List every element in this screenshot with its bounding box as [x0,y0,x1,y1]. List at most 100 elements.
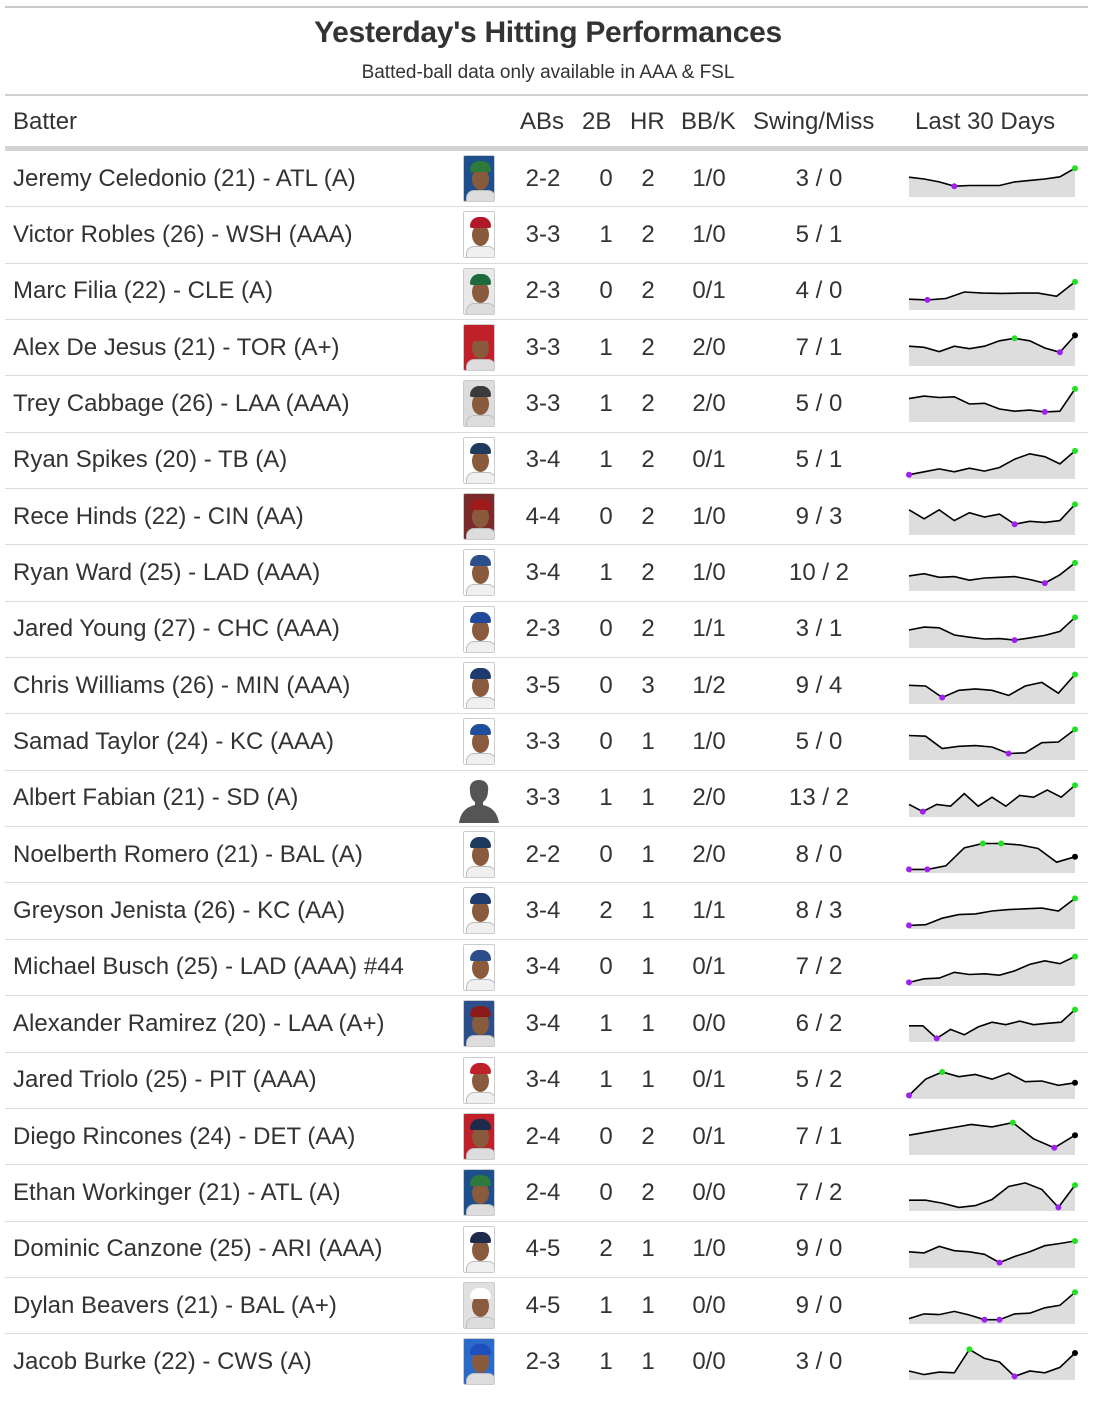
batter-name: Dominic Canzone (25) - ARI (AAA) [13,1235,383,1263]
last-30-days-sparkline [905,213,1080,257]
header-2b: 2B [582,108,612,135]
sparkline-min-point [906,1091,912,1098]
doubles-value: 0 [599,1122,613,1150]
abs-value: 2-2 [525,164,561,192]
table-row: Michael Busch (25) - LAD (AAA) #44 3-4 0 1 0… [5,940,1088,997]
abs-value: 3-4 [525,1009,561,1037]
last-30-days-sparkline [908,386,1078,423]
abs-value: 2-4 [525,1178,561,1206]
doubles-value: 0 [599,502,613,530]
sparkline-last-point [1072,332,1078,339]
last-30-days-sparkline [908,560,1078,592]
player-headshot [463,718,495,766]
abs-value: 2-4 [525,1122,561,1150]
abs-value: 3-3 [525,221,561,249]
sparkline-max-point [1072,1289,1078,1296]
abs-value: 4-5 [525,1291,561,1319]
hr-value: 2 [641,390,655,418]
sparkline-line [909,842,1076,871]
batter-name: Alexander Ramirez (20) - LAA (A+) [13,1009,385,1037]
player-headshot [463,549,495,597]
batter-name: Samad Taylor (24) - KC (AAA) [13,728,334,756]
hr-value: 1 [641,1291,655,1319]
doubles-value: 0 [599,615,613,643]
sparkline-max-point [1072,386,1078,393]
sparkline-area [909,674,1075,705]
doubles-value: 0 [599,953,613,981]
sparkline-area [909,785,1075,817]
last-30-days-sparkline [908,332,1078,367]
batter-name: Ryan Ward (25) - LAD (AAA) [13,559,321,587]
bbk-value: 1/0 [692,1235,726,1263]
sparkline-min-point [996,1259,1003,1266]
batter-name: Diego Rincones (24) - DET (AA) [13,1122,356,1150]
sparkline-line [908,784,1076,813]
bbk-value: 0/1 [692,1066,726,1094]
abs-value: 3-3 [525,333,561,361]
player-headshot [463,1112,495,1160]
sparkline-max-point [979,840,986,847]
last-30-days-sparkline [908,1346,1078,1381]
sparkline-area [909,1240,1075,1268]
batter-name: Jeremy Celedonio (21) - ATL (A) [13,164,356,192]
hr-value: 2 [641,1178,655,1206]
abs-value: 3-4 [525,897,561,925]
sparkline-max-point [1072,614,1078,621]
hr-value: 1 [641,1235,655,1263]
player-headshot [463,831,495,879]
table-row: Trey Cabbage (26) - LAA (AAA) 3-3 1 2 2/0 5 /… [5,376,1088,433]
abs-value: 4-5 [525,1235,561,1263]
last-30-days-sparkline [906,447,1078,479]
hr-value: 1 [641,1066,655,1094]
swing-miss-value: 9 / 0 [795,1235,843,1263]
swing-miss-value: 13 / 2 [788,784,850,812]
bbk-value: 2/0 [692,840,726,868]
hr-value: 1 [641,1348,655,1376]
sparkline-max-point [1072,447,1078,454]
last-30-days-sparkline [908,1237,1078,1268]
swing-miss-value: 10 / 2 [788,559,850,587]
sparkline-max-point [1072,953,1078,960]
table-body: Jeremy Celedonio (21) - ATL (A) 2-2 0 2 1/0 3… [5,151,1088,1391]
header-swing-miss: Swing/Miss [753,108,875,135]
batter-name: Alex De Jesus (21) - TOR (A+) [13,333,340,361]
sparkline-line [908,450,1076,476]
batter-name: Chris Williams (26) - MIN (AAA) [13,671,351,699]
hr-value: 2 [641,502,655,530]
last-30-days-sparkline [906,895,1078,930]
header-bottom-rule [5,146,1088,151]
sparkline-min-point [919,808,926,815]
hr-value: 2 [641,221,655,249]
batter-name: Marc Filia (22) - CLE (A) [13,277,274,305]
batter-name: Ryan Spikes (20) - TB (A) [13,446,288,474]
sparkline-min-point [981,1316,988,1323]
sparkline-area [909,504,1075,536]
doubles-value: 1 [599,390,613,418]
bbk-value: 1/1 [692,615,726,643]
sparkline-min-point [1041,409,1048,416]
sparkline-line [909,1182,1076,1209]
sparkline-min-point [1056,349,1063,356]
batter-name: Greyson Jenista (26) - KC (AA) [13,897,346,925]
sparkline-min-point [1011,636,1018,643]
player-headshot [463,493,495,541]
header-bbk: BB/K [681,108,736,135]
page-title: Yesterday's Hitting Performances [314,16,782,49]
batter-name: Jacob Burke (22) - CWS (A) [13,1348,312,1376]
swing-miss-value: 9 / 0 [795,1291,843,1319]
doubles-value: 2 [599,1235,613,1263]
abs-value: 3-5 [525,671,561,699]
sparkline-max-point [1072,501,1078,508]
last-30-days-sparkline [908,726,1078,761]
doubles-value: 0 [599,1178,613,1206]
sparkline-area [909,450,1075,479]
last-30-days-sparkline [909,1006,1078,1043]
last-30-days-sparkline [908,782,1078,817]
bbk-value: 1/0 [692,164,726,192]
sparkline-last-point [1072,1350,1078,1357]
doubles-value: 1 [599,1066,613,1094]
sparkline-min-point [1011,1373,1018,1380]
swing-miss-value: 3 / 0 [795,1348,843,1376]
sparkline-area [909,843,1075,874]
doubles-value: 0 [599,728,613,756]
